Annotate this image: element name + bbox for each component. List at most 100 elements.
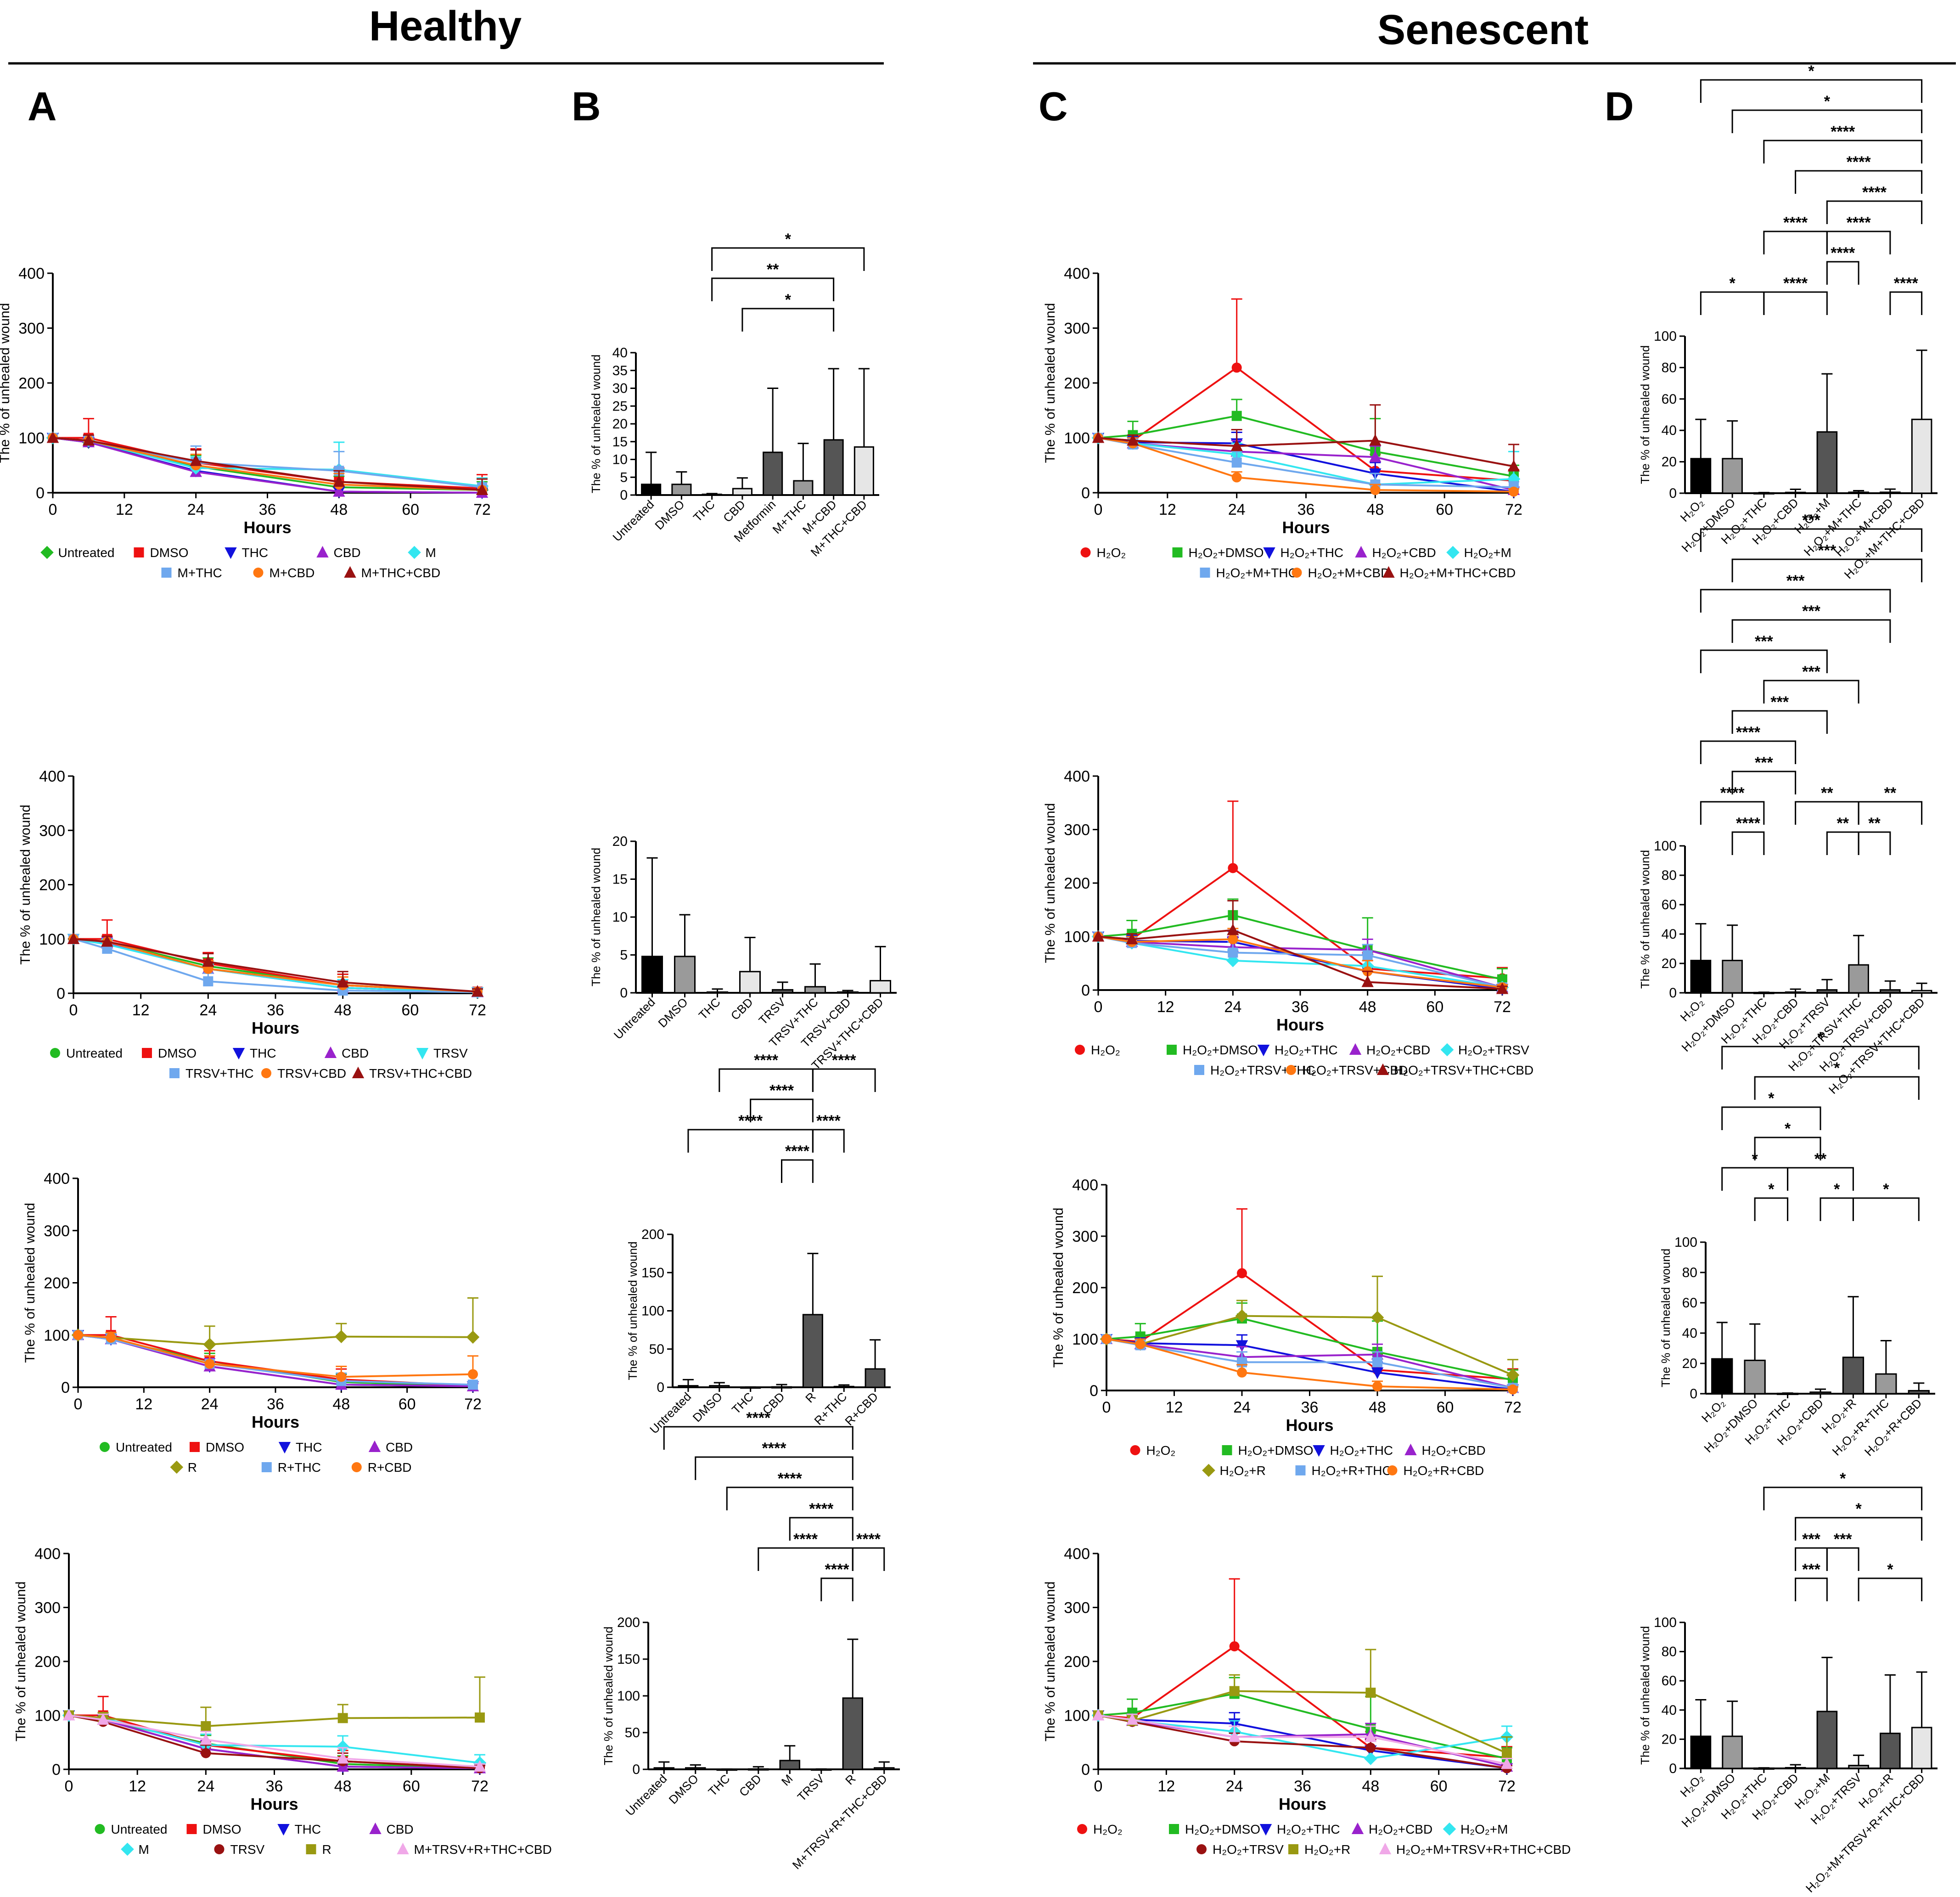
significance-bracket <box>1826 231 1891 254</box>
legend-marker <box>1349 1043 1362 1055</box>
legend-marker <box>1313 1445 1325 1457</box>
x-tick-label: 72 <box>469 1002 486 1019</box>
legend-label: H₂O₂+M+THC <box>1216 566 1297 580</box>
x-tick-label: 0 <box>1094 501 1103 518</box>
y-tick-label: 300 <box>1064 320 1090 338</box>
legend-marker <box>1257 1045 1270 1057</box>
x-tick-label: 72 <box>1498 1778 1516 1795</box>
bar <box>1690 960 1712 994</box>
data-point <box>1502 1748 1512 1758</box>
legend-label: H₂O₂+TRSV+THC+CBD <box>1394 1063 1533 1077</box>
x-tick-label: 0 <box>1094 1778 1103 1795</box>
significance-label: **** <box>1783 214 1808 231</box>
legend-marker <box>1355 546 1367 557</box>
significance-label: * <box>1824 93 1831 110</box>
data-point <box>471 985 484 997</box>
legend-label: H₂O₂ <box>1097 546 1126 560</box>
legend-label: H₂O₂+CBD <box>1366 1043 1430 1057</box>
x-tick-label: R <box>803 1390 818 1405</box>
data-point <box>337 1713 348 1723</box>
x-tick-label: 24 <box>1233 1399 1251 1416</box>
y-tick-label: 20 <box>612 417 628 432</box>
data-point <box>1126 1713 1139 1725</box>
significance-label: * <box>1768 1181 1775 1198</box>
data-point <box>1362 950 1373 961</box>
series-H₂O₂+TRSV+CBD <box>1093 928 1508 993</box>
significance-bracket <box>1731 558 1923 582</box>
legend-marker <box>1196 1844 1207 1854</box>
data-point <box>1370 1311 1384 1324</box>
significance-bracket <box>1763 291 1828 315</box>
y-tick-label: 400 <box>34 1545 61 1563</box>
legend-marker <box>170 1460 184 1474</box>
significance-label: *** <box>1755 633 1773 650</box>
significance-bracket <box>1826 831 1859 855</box>
significance-bracket <box>719 1068 814 1092</box>
y-tick-label: 300 <box>39 822 65 839</box>
bar <box>671 484 692 496</box>
significance-bracket <box>852 1547 885 1571</box>
data-point <box>1371 1367 1384 1379</box>
bar <box>1880 491 1901 494</box>
data-point <box>97 1713 109 1725</box>
bar <box>1848 964 1869 994</box>
line-chart-A4: 0 100 200 300 400 0 12 24 36 48 60 72 Hours The % of … <box>13 1545 552 1857</box>
significance-label: * <box>1768 1090 1775 1107</box>
series-M+THC+CBD <box>46 431 489 495</box>
y-axis-label: The % of unhealed wound <box>1638 850 1652 989</box>
legend-marker <box>121 1842 134 1856</box>
data-point <box>337 976 349 988</box>
data-point <box>1365 1688 1376 1698</box>
bar <box>1911 418 1932 494</box>
significance-label: **** <box>778 1470 803 1487</box>
y-tick-label: 15 <box>612 434 628 450</box>
bar <box>1911 990 1932 994</box>
legend-label: H₂O₂+M+TRSV+R+THC+CBD <box>1396 1842 1571 1857</box>
series-line <box>1106 1272 1513 1380</box>
legend-marker <box>1351 1822 1364 1834</box>
legend-marker <box>169 1068 180 1078</box>
y-tick-label: 400 <box>1064 265 1090 282</box>
significance-label: **** <box>1862 184 1887 201</box>
bar <box>653 1767 674 1770</box>
significance-label: *** <box>1802 1531 1820 1548</box>
y-tick-label: 20 <box>612 834 628 849</box>
y-tick-label: 400 <box>1072 1176 1098 1194</box>
significance-bracket <box>1852 1197 1920 1221</box>
data-point <box>1231 411 1242 421</box>
bar <box>1880 1733 1901 1769</box>
legend-marker <box>1167 1045 1177 1055</box>
significance-label: * <box>1840 1470 1846 1487</box>
bar <box>1842 1357 1865 1395</box>
x-tick-label: R+THC <box>811 1390 849 1428</box>
significance-label: ** <box>767 261 779 278</box>
legend-label: H₂O₂+R <box>1220 1464 1266 1478</box>
significance-label: *** <box>1802 663 1820 681</box>
significance-label: * <box>1834 1181 1840 1198</box>
data-point <box>1365 1730 1377 1742</box>
y-tick-label: 20 <box>1662 956 1677 971</box>
significance-label: * <box>785 231 792 248</box>
x-tick-label: 36 <box>1297 501 1315 518</box>
x-tick-label: 36 <box>259 501 276 518</box>
significance-label: **** <box>1736 724 1761 741</box>
bar <box>771 989 794 994</box>
bar <box>641 484 662 496</box>
y-tick-label: 0 <box>56 985 65 1002</box>
bar <box>1875 1373 1897 1395</box>
data-point <box>1237 1367 1247 1378</box>
significance-label: * <box>1887 1561 1893 1578</box>
x-tick-label: 0 <box>1094 998 1103 1016</box>
legend-marker <box>1288 1844 1298 1854</box>
data-point <box>1231 457 1242 468</box>
legend-marker <box>1295 1465 1306 1475</box>
x-tick-label: 12 <box>132 1002 150 1019</box>
significance-label: * <box>1808 62 1814 80</box>
series-line <box>1098 1714 1507 1765</box>
legend-label: Untreated <box>116 1440 172 1454</box>
data-point <box>1361 975 1374 987</box>
x-tick-label: 60 <box>402 501 419 518</box>
series-M+TRSV+R+THC+CBD <box>62 1709 486 1772</box>
x-tick-label: 48 <box>1359 998 1376 1016</box>
